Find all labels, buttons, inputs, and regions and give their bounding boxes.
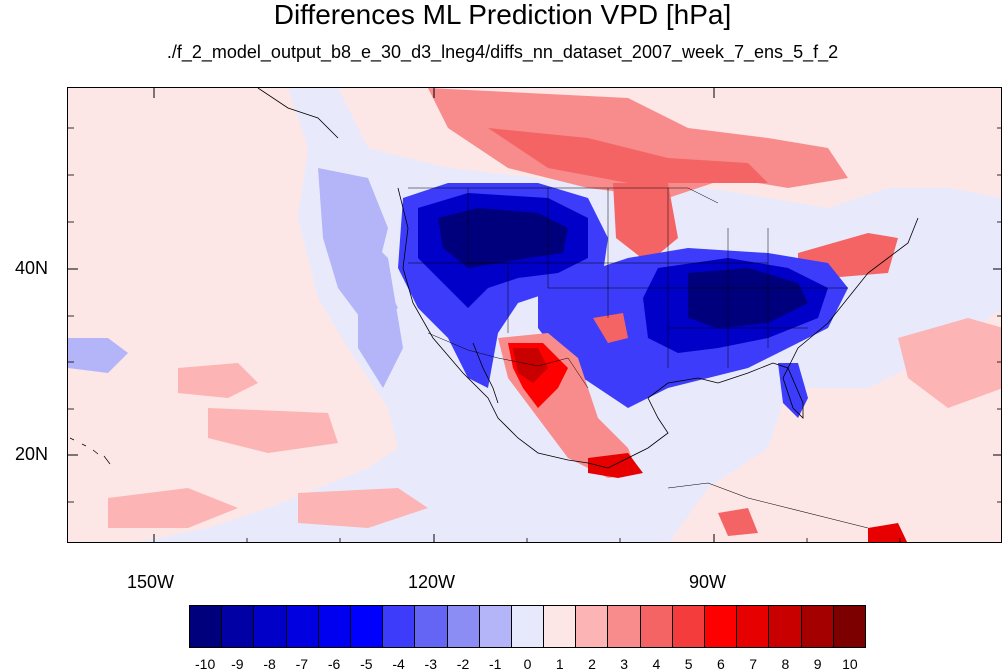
colorbar-swatch bbox=[318, 606, 351, 647]
colorbar-tick-label: 0 bbox=[523, 656, 532, 672]
colorbar-swatch bbox=[705, 606, 738, 647]
coastline-north-america bbox=[397, 187, 919, 469]
colorbar-tick-label: 8 bbox=[781, 656, 790, 672]
colorbar-swatch bbox=[769, 606, 802, 647]
colorbar-tick-label: -9 bbox=[231, 656, 244, 672]
field-red-texas bbox=[593, 313, 628, 343]
colorbar-tick-label: 1 bbox=[555, 656, 564, 672]
colorbar-swatch bbox=[608, 606, 641, 647]
lon-label-120w: 120W bbox=[408, 572, 456, 592]
colorbar-tick-label: -3 bbox=[424, 656, 438, 672]
colorbar-swatch bbox=[801, 606, 834, 647]
map-subtitle: ./f_2_model_output_b8_e_30_d3_lneg4/diff… bbox=[166, 42, 839, 62]
colorbar-tick-label: 5 bbox=[684, 656, 693, 672]
map-plot-area bbox=[67, 87, 1002, 543]
colorbar-tick-label: -7 bbox=[295, 656, 309, 672]
colorbar-swatch bbox=[833, 606, 865, 647]
colorbar-swatch bbox=[190, 606, 223, 647]
field-red-caribbean bbox=[718, 508, 758, 536]
colorbar-swatch bbox=[640, 606, 673, 647]
axis-minor-ticks bbox=[68, 127, 1001, 542]
field-pink-pacific-1 bbox=[178, 363, 258, 398]
lat-label-40n: 40N bbox=[15, 258, 49, 278]
field-pink-atlantic bbox=[898, 318, 1001, 408]
colorbar-tick-label: -2 bbox=[456, 656, 470, 672]
field-pink-pacific-3 bbox=[108, 488, 238, 528]
colorbar-tick-label: 9 bbox=[813, 656, 822, 672]
coastline-baja bbox=[472, 342, 499, 404]
colorbar-tick-label: -6 bbox=[327, 656, 341, 672]
colorbar-swatch bbox=[350, 606, 384, 647]
colorbar-swatch bbox=[544, 606, 577, 647]
map-canvas bbox=[68, 88, 1001, 542]
colorbar-swatch bbox=[479, 606, 512, 647]
colorbar-tick-label: 7 bbox=[749, 656, 758, 672]
field-pink-pacific-4 bbox=[298, 488, 428, 528]
colorbar-tick-label: -10 bbox=[194, 656, 216, 672]
colorbar-tick-label: -4 bbox=[392, 656, 405, 672]
field-red-mexico-deep bbox=[513, 348, 548, 383]
colorbar-swatch bbox=[415, 606, 448, 647]
colorbar-swatch bbox=[576, 606, 609, 647]
colorbar-tick-label: 4 bbox=[652, 656, 661, 672]
hawaii-islands bbox=[69, 437, 111, 465]
field-light-blue-baja bbox=[358, 228, 403, 388]
colorbar-tick-label: -1 bbox=[489, 656, 502, 672]
field-blue-florida bbox=[778, 363, 808, 418]
colorbar-tick-label: 10 bbox=[842, 656, 858, 672]
colorbar-swatch bbox=[254, 606, 287, 647]
field-red-dakotas bbox=[613, 183, 678, 263]
field-red-venezuela bbox=[868, 523, 908, 542]
colorbar-tick-label: 3 bbox=[620, 656, 629, 672]
colorbar-swatch bbox=[383, 606, 416, 647]
coastline-gulf-caribbean bbox=[667, 482, 869, 529]
colorbar-swatch bbox=[672, 606, 705, 647]
colorbar-swatch bbox=[222, 606, 255, 647]
map-title: Differences ML Prediction VPD [hPa] bbox=[273, 0, 732, 30]
colorbar-tick-label: -5 bbox=[360, 656, 373, 672]
colorbar-tick-label: -8 bbox=[263, 656, 276, 672]
field-light-blue-hawaii bbox=[68, 338, 128, 373]
colorbar bbox=[189, 605, 866, 648]
lon-label-150w: 150W bbox=[127, 572, 175, 592]
colorbar-swatch bbox=[737, 606, 770, 647]
axis-ticks bbox=[68, 88, 1001, 542]
colorbar-tick-label: 6 bbox=[717, 656, 725, 672]
field-pink-pacific-2 bbox=[208, 408, 338, 453]
lon-label-90w: 90W bbox=[689, 572, 727, 592]
field-red-canada-core bbox=[488, 128, 768, 183]
colorbar-swatch bbox=[286, 606, 319, 647]
field-blue-east-deep bbox=[688, 268, 808, 328]
field-red-mexico-south bbox=[588, 453, 643, 478]
political-borders bbox=[408, 187, 848, 389]
colorbar-tick-label: 2 bbox=[588, 656, 596, 672]
lat-label-20n: 20N bbox=[15, 444, 49, 464]
coastline-alaska bbox=[257, 88, 339, 139]
field-blue-west-deep bbox=[438, 208, 568, 268]
colorbar-swatch bbox=[511, 606, 545, 647]
colorbar-swatch bbox=[447, 606, 480, 647]
